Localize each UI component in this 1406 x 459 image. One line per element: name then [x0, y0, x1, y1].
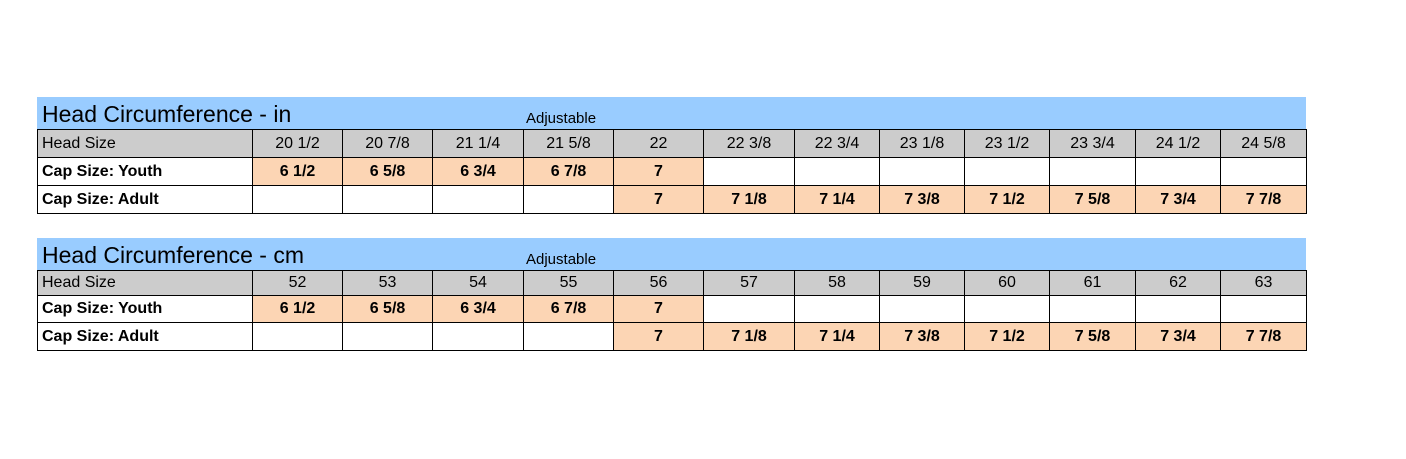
row-label: Head Size — [37, 129, 253, 158]
row-label: Cap Size: Adult — [37, 185, 253, 214]
size-cell: 6 7/8 — [523, 157, 614, 186]
header-cell: 21 5/8 — [523, 129, 614, 158]
size-cell: 7 — [613, 322, 704, 351]
size-cell — [1049, 157, 1136, 186]
table-title: Head Circumference - in — [42, 101, 292, 127]
size-cell — [342, 185, 433, 214]
size-cell — [1220, 295, 1307, 323]
header-cell: 21 1/4 — [432, 129, 524, 158]
header-cell: 24 1/2 — [1135, 129, 1221, 158]
header-cell: 53 — [342, 270, 433, 296]
size-cell — [523, 322, 614, 351]
size-cell — [342, 322, 433, 351]
header-cell: 24 5/8 — [1220, 129, 1307, 158]
header-cell: 22 — [613, 129, 704, 158]
size-cell: 7 1/8 — [703, 185, 795, 214]
header-cell: 63 — [1220, 270, 1307, 296]
size-cell — [794, 295, 880, 323]
header-cell: 57 — [703, 270, 795, 296]
size-cell — [252, 322, 343, 351]
size-cell: 6 1/2 — [252, 157, 343, 186]
size-cell: 7 1/2 — [964, 322, 1050, 351]
size-cell: 7 5/8 — [1049, 322, 1136, 351]
size-cell — [523, 185, 614, 214]
header-cell: 56 — [613, 270, 704, 296]
size-cell — [703, 295, 795, 323]
size-cell — [432, 185, 524, 214]
size-cell: 7 3/4 — [1135, 185, 1221, 214]
header-cell: 23 1/2 — [964, 129, 1050, 158]
size-cell — [879, 157, 965, 186]
size-cell: 6 1/2 — [252, 295, 343, 323]
size-cell — [1135, 157, 1221, 186]
size-cell: 6 5/8 — [342, 157, 433, 186]
size-cell — [1049, 295, 1136, 323]
size-cell — [879, 295, 965, 323]
size-cell: 7 7/8 — [1220, 185, 1307, 214]
size-cell: 7 1/4 — [794, 322, 880, 351]
header-cell: 20 1/2 — [252, 129, 343, 158]
size-cell — [432, 322, 524, 351]
size-cell: 7 — [613, 157, 704, 186]
size-cell: 6 5/8 — [342, 295, 433, 323]
size-cell: 7 3/8 — [879, 185, 965, 214]
header-cell: 58 — [794, 270, 880, 296]
header-cell: 22 3/4 — [794, 129, 880, 158]
size-cell: 6 7/8 — [523, 295, 614, 323]
header-cell: 52 — [252, 270, 343, 296]
size-cell — [964, 295, 1050, 323]
size-cell: 7 3/4 — [1135, 322, 1221, 351]
size-cell: 7 — [613, 185, 704, 214]
size-cell — [794, 157, 880, 186]
size-cell — [964, 157, 1050, 186]
header-cell: 23 1/8 — [879, 129, 965, 158]
header-cell: 59 — [879, 270, 965, 296]
header-cell: 60 — [964, 270, 1050, 296]
table-note: Adjustable — [526, 251, 597, 268]
size-cell: 7 — [613, 295, 704, 323]
size-cell: 7 7/8 — [1220, 322, 1307, 351]
header-cell: 22 3/8 — [703, 129, 795, 158]
size-cell: 6 3/4 — [432, 157, 524, 186]
title-bar: Head Circumference - in Adjustable — [37, 97, 1306, 129]
size-cell: 7 1/8 — [703, 322, 795, 351]
title-bar: Head Circumference - cm Adjustable — [37, 238, 1306, 270]
header-cell: 55 — [523, 270, 614, 296]
header-cell: 20 7/8 — [342, 129, 433, 158]
header-cell: 61 — [1049, 270, 1136, 296]
size-cell: 7 1/2 — [964, 185, 1050, 214]
header-cell: 54 — [432, 270, 524, 296]
row-label: Cap Size: Youth — [37, 295, 253, 323]
table-note: Adjustable — [526, 110, 597, 127]
row-label: Head Size — [37, 270, 253, 296]
header-cell: 62 — [1135, 270, 1221, 296]
row-label: Cap Size: Youth — [37, 157, 253, 186]
size-cell — [1135, 295, 1221, 323]
row-label: Cap Size: Adult — [37, 322, 253, 351]
size-cell — [252, 185, 343, 214]
size-cell: 7 3/8 — [879, 322, 965, 351]
header-cell: 23 3/4 — [1049, 129, 1136, 158]
size-cell: 7 1/4 — [794, 185, 880, 214]
table-title: Head Circumference - cm — [42, 242, 305, 268]
size-cell — [1220, 157, 1307, 186]
size-cell: 6 3/4 — [432, 295, 524, 323]
size-cell — [703, 157, 795, 186]
size-cell: 7 5/8 — [1049, 185, 1136, 214]
